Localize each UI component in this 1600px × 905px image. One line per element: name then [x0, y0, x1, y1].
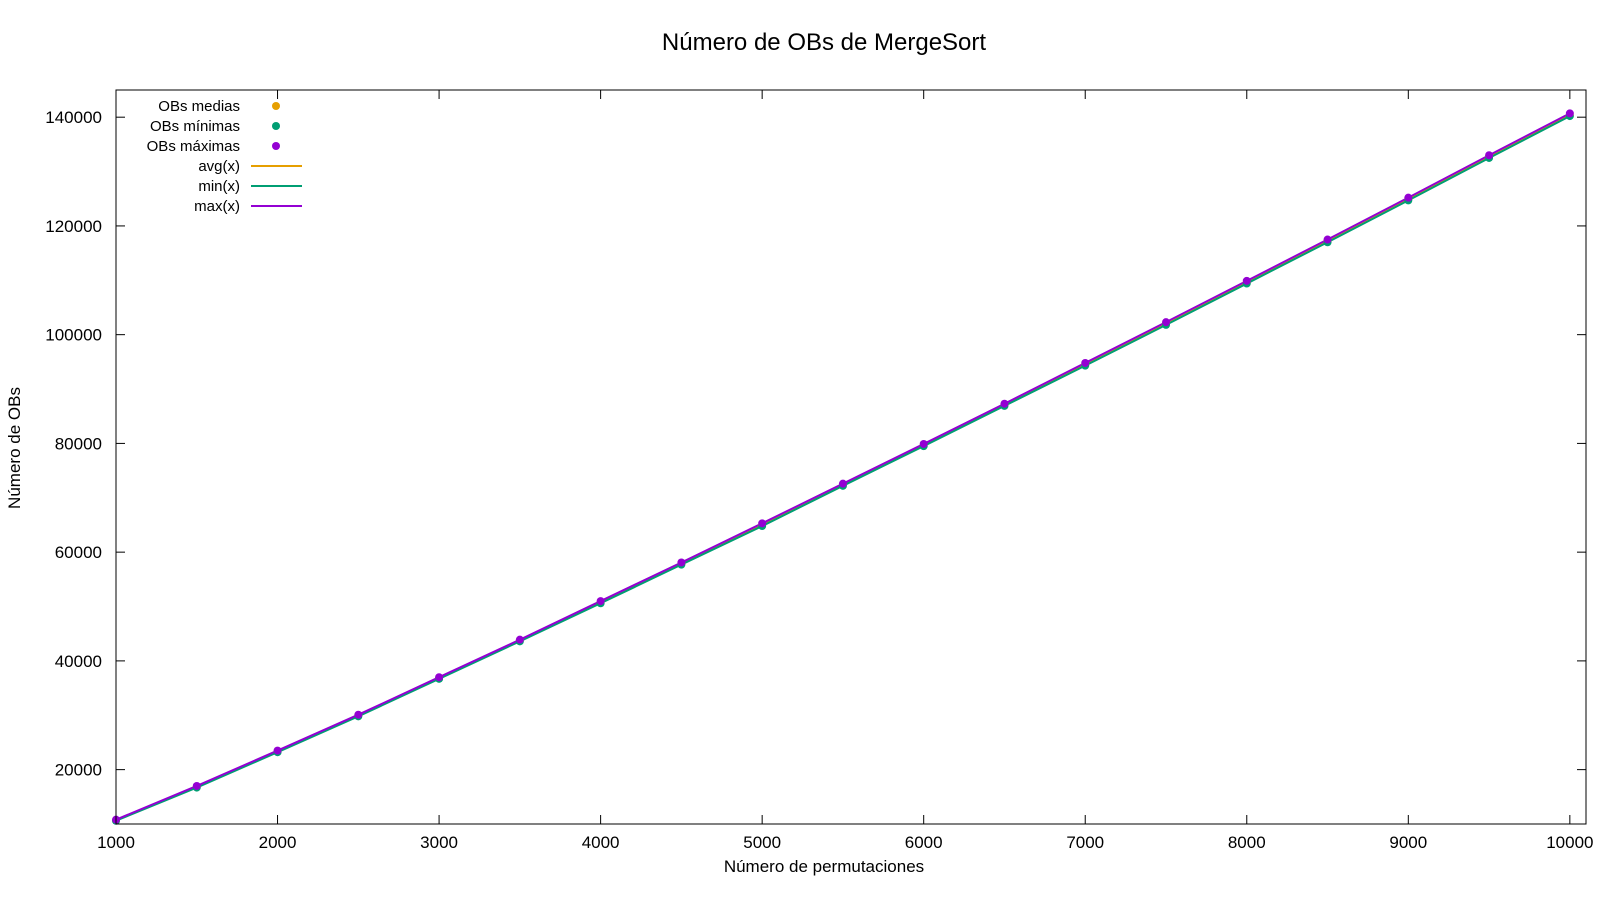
- legend-marker-obs-minimas: [272, 122, 280, 130]
- point-obs-maximas: [677, 558, 686, 567]
- x-tick-label: 8000: [1228, 833, 1266, 852]
- series-points: [112, 109, 1574, 825]
- x-tick-label: 3000: [420, 833, 458, 852]
- point-obs-maximas: [435, 673, 444, 682]
- point-obs-maximas: [1404, 193, 1413, 202]
- point-obs-maximas: [273, 746, 282, 755]
- x-tick-label: 5000: [743, 833, 781, 852]
- x-tick-label: 2000: [259, 833, 297, 852]
- line-max-x: [115, 112, 1571, 821]
- legend-label-obs-medias: OBs medias: [158, 98, 240, 115]
- x-tick-label: 4000: [582, 833, 620, 852]
- legend-marker-obs-medias: [272, 102, 280, 110]
- legend: OBs medias OBs mínimas OBs máximas avg(x) mi…: [147, 98, 302, 215]
- point-obs-maximas: [354, 710, 363, 719]
- axis-ticks: 1000 2000 3000 4000 5000 6000 7000 8000 9000 1000…: [45, 90, 1593, 852]
- y-tick-label: 80000: [55, 434, 102, 453]
- chart-title: Número de OBs de MergeSort: [662, 29, 986, 56]
- point-obs-maximas: [596, 597, 605, 606]
- x-tick-label: 6000: [905, 833, 943, 852]
- legend-label-max-x: max(x): [194, 198, 240, 215]
- legend-label-min-x: min(x): [198, 178, 240, 195]
- series-lines: [115, 112, 1571, 822]
- x-axis-title: Número de permutaciones: [724, 857, 924, 876]
- line-min-x: [115, 115, 1571, 822]
- y-axis-title: Número de OBs: [5, 387, 24, 509]
- legend-label-obs-maximas: OBs máximas: [147, 138, 240, 155]
- x-tick-label: 1000: [97, 833, 135, 852]
- plot-frame: [115, 89, 1587, 825]
- point-obs-maximas: [758, 519, 767, 528]
- y-tick-label: 140000: [45, 108, 102, 127]
- point-obs-maximas: [1081, 358, 1090, 367]
- x-tick-label: 9000: [1389, 833, 1427, 852]
- point-obs-maximas: [1162, 318, 1170, 327]
- point-obs-maximas: [838, 479, 847, 488]
- y-tick-label: 40000: [55, 652, 102, 671]
- point-obs-maximas: [1323, 235, 1332, 244]
- x-tick-label: 10000: [1546, 833, 1593, 852]
- point-obs-maximas: [515, 635, 524, 644]
- point-obs-maximas: [192, 781, 201, 790]
- y-tick-label: 20000: [55, 761, 102, 780]
- point-obs-maximas: [919, 439, 928, 448]
- y-tick-label: 100000: [45, 326, 102, 345]
- legend-marker-obs-maximas: [272, 142, 280, 150]
- point-obs-maximas: [1485, 151, 1494, 160]
- y-tick-label: 120000: [45, 217, 102, 236]
- y-tick-label: 60000: [55, 543, 102, 562]
- legend-label-obs-minimas: OBs mínimas: [150, 118, 240, 135]
- point-obs-maximas: [1565, 109, 1574, 118]
- legend-label-avg-x: avg(x): [198, 158, 240, 175]
- point-obs-maximas: [1242, 276, 1251, 285]
- point-obs-maximas: [1000, 399, 1009, 408]
- line-avg-x: [115, 114, 1571, 822]
- x-tick-label: 7000: [1066, 833, 1104, 852]
